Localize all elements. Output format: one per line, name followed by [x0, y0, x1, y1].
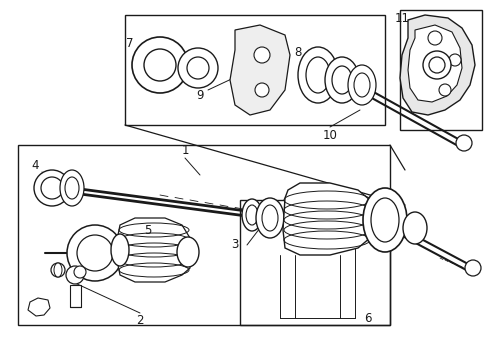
Bar: [70, 285, 81, 307]
Circle shape: [66, 266, 84, 284]
Ellipse shape: [402, 212, 426, 244]
Circle shape: [77, 235, 113, 271]
Text: 8: 8: [294, 45, 301, 59]
Ellipse shape: [370, 198, 398, 242]
Ellipse shape: [262, 205, 278, 231]
Circle shape: [455, 135, 471, 151]
Bar: [240, 200, 389, 325]
Ellipse shape: [353, 73, 369, 97]
Bar: [125, 15, 384, 125]
Circle shape: [34, 170, 70, 206]
Circle shape: [74, 266, 86, 278]
Text: 5: 5: [144, 224, 151, 237]
Ellipse shape: [60, 170, 84, 206]
Ellipse shape: [54, 263, 62, 277]
Text: 3: 3: [231, 239, 238, 252]
Polygon shape: [283, 183, 369, 255]
Circle shape: [464, 260, 480, 276]
Text: 7: 7: [126, 36, 134, 50]
Ellipse shape: [347, 65, 375, 105]
Bar: [18, 145, 389, 325]
Circle shape: [253, 47, 269, 63]
Ellipse shape: [245, 205, 258, 225]
Ellipse shape: [305, 57, 329, 93]
Bar: [399, 10, 481, 130]
Circle shape: [178, 48, 218, 88]
Circle shape: [438, 84, 450, 96]
Polygon shape: [407, 25, 461, 102]
Ellipse shape: [297, 47, 337, 103]
Circle shape: [428, 57, 444, 73]
Circle shape: [132, 37, 187, 93]
Text: 4: 4: [31, 158, 39, 171]
Polygon shape: [229, 25, 289, 115]
Circle shape: [51, 263, 65, 277]
Circle shape: [41, 177, 63, 199]
Ellipse shape: [111, 234, 129, 266]
Circle shape: [67, 225, 123, 281]
Text: 6: 6: [364, 311, 371, 324]
Circle shape: [143, 49, 176, 81]
Circle shape: [427, 31, 441, 45]
Ellipse shape: [362, 188, 406, 252]
Circle shape: [254, 83, 268, 97]
Text: 11: 11: [394, 12, 408, 24]
Polygon shape: [28, 298, 50, 316]
Text: 2: 2: [136, 314, 143, 327]
Ellipse shape: [256, 198, 284, 238]
Text: 10: 10: [322, 129, 337, 141]
Ellipse shape: [325, 57, 358, 103]
Polygon shape: [118, 218, 190, 282]
Ellipse shape: [242, 199, 262, 231]
Ellipse shape: [331, 66, 351, 94]
Text: 1: 1: [181, 144, 188, 157]
Circle shape: [186, 57, 208, 79]
Circle shape: [448, 54, 460, 66]
Ellipse shape: [177, 237, 199, 267]
Text: 9: 9: [196, 89, 203, 102]
Circle shape: [422, 51, 450, 79]
Ellipse shape: [65, 177, 79, 199]
Polygon shape: [399, 15, 474, 115]
